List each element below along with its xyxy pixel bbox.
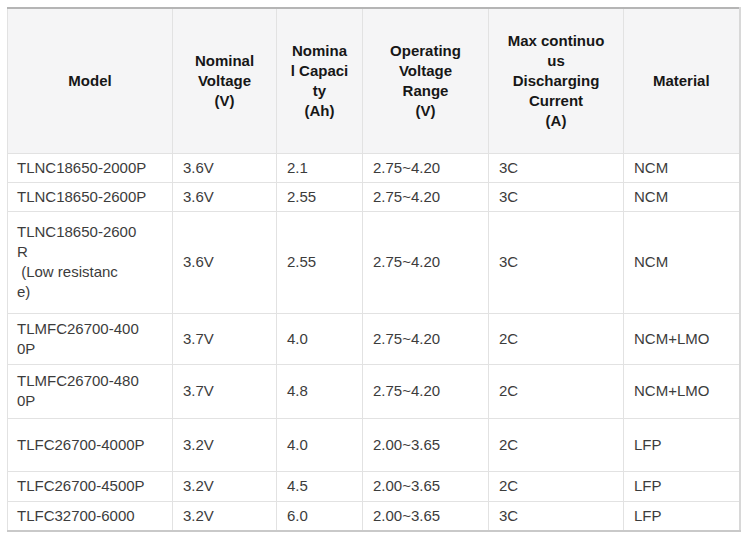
cell-nominal-capacity: 4.0 <box>277 418 363 471</box>
cell-operating-voltage-range: 2.75~4.20 <box>363 153 489 182</box>
cell-model: TLMFC26700-400 0P <box>8 313 173 364</box>
cell-nominal-voltage: 3.6V <box>173 182 277 211</box>
cell-material: NCM <box>624 211 740 313</box>
cell-max-discharging-current: 3C <box>489 501 624 531</box>
column-header-operating-voltage-range: Operating Voltage Range (V) <box>363 8 489 153</box>
cell-material: LFP <box>624 471 740 501</box>
cell-model: TLNC18650-2600 R (Low resistanc e) <box>8 211 173 313</box>
cell-operating-voltage-range: 2.00~3.65 <box>363 501 489 531</box>
column-header-nominal-voltage: Nominal Voltage (V) <box>173 8 277 153</box>
cell-model: TLNC18650-2000P <box>8 153 173 182</box>
cell-operating-voltage-range: 2.75~4.20 <box>363 313 489 364</box>
cell-material: NCM+LMO <box>624 364 740 418</box>
cell-max-discharging-current: 2C <box>489 313 624 364</box>
cell-material: LFP <box>624 501 740 531</box>
cell-material: NCM <box>624 153 740 182</box>
table-row: TLFC26700-4500P 3.2V 4.5 2.00~3.65 2C LF… <box>8 471 740 501</box>
cell-nominal-capacity: 4.8 <box>277 364 363 418</box>
table-row: TLNC18650-2000P 3.6V 2.1 2.75~4.20 3C NC… <box>8 153 740 182</box>
cell-model: TLNC18650-2600P <box>8 182 173 211</box>
table-row: TLFC32700-6000 3.2V 6.0 2.00~3.65 3C LFP <box>8 501 740 531</box>
table-row: TLNC18650-2600 R (Low resistanc e) 3.6V … <box>8 211 740 313</box>
cell-model: TLFC32700-6000 <box>8 501 173 531</box>
cell-operating-voltage-range: 2.75~4.20 <box>363 364 489 418</box>
cell-max-discharging-current: 2C <box>489 418 624 471</box>
header-row: Model Nominal Voltage (V) Nomina l Capac… <box>8 8 740 153</box>
cell-nominal-capacity: 4.5 <box>277 471 363 501</box>
cell-nominal-capacity: 2.1 <box>277 153 363 182</box>
cell-operating-voltage-range: 2.00~3.65 <box>363 471 489 501</box>
cell-operating-voltage-range: 2.75~4.20 <box>363 211 489 313</box>
cell-nominal-voltage: 3.2V <box>173 471 277 501</box>
column-header-max-discharging-current: Max continuo us Discharging Current (A) <box>489 8 624 153</box>
cell-operating-voltage-range: 2.75~4.20 <box>363 182 489 211</box>
cell-nominal-capacity: 2.55 <box>277 211 363 313</box>
cell-material: NCM+LMO <box>624 313 740 364</box>
cell-material: NCM <box>624 182 740 211</box>
cell-nominal-capacity: 6.0 <box>277 501 363 531</box>
table-row: TLFC26700-4000P 3.2V 4.0 2.00~3.65 2C LF… <box>8 418 740 471</box>
cell-operating-voltage-range: 2.00~3.65 <box>363 418 489 471</box>
table-row: TLMFC26700-480 0P 3.7V 4.8 2.75~4.20 2C … <box>8 364 740 418</box>
cell-nominal-capacity: 4.0 <box>277 313 363 364</box>
table-row: TLMFC26700-400 0P 3.7V 4.0 2.75~4.20 2C … <box>8 313 740 364</box>
table-row: TLNC18650-2600P 3.6V 2.55 2.75~4.20 3C N… <box>8 182 740 211</box>
cell-material: LFP <box>624 418 740 471</box>
cell-nominal-voltage: 3.6V <box>173 211 277 313</box>
cell-model: TLFC26700-4000P <box>8 418 173 471</box>
cell-model: TLMFC26700-480 0P <box>8 364 173 418</box>
cell-max-discharging-current: 3C <box>489 211 624 313</box>
cell-max-discharging-current: 2C <box>489 364 624 418</box>
battery-spec-table: Model Nominal Voltage (V) Nomina l Capac… <box>7 7 741 532</box>
cell-nominal-voltage: 3.6V <box>173 153 277 182</box>
column-header-nominal-capacity: Nomina l Capaci ty (Ah) <box>277 8 363 153</box>
cell-nominal-voltage: 3.7V <box>173 313 277 364</box>
battery-spec-table-container: Model Nominal Voltage (V) Nomina l Capac… <box>7 7 741 532</box>
cell-nominal-capacity: 2.55 <box>277 182 363 211</box>
cell-max-discharging-current: 2C <box>489 471 624 501</box>
column-header-model: Model <box>8 8 173 153</box>
cell-nominal-voltage: 3.7V <box>173 364 277 418</box>
cell-nominal-voltage: 3.2V <box>173 418 277 471</box>
cell-max-discharging-current: 3C <box>489 153 624 182</box>
cell-model: TLFC26700-4500P <box>8 471 173 501</box>
cell-nominal-voltage: 3.2V <box>173 501 277 531</box>
cell-max-discharging-current: 3C <box>489 182 624 211</box>
column-header-material: Material <box>624 8 740 153</box>
